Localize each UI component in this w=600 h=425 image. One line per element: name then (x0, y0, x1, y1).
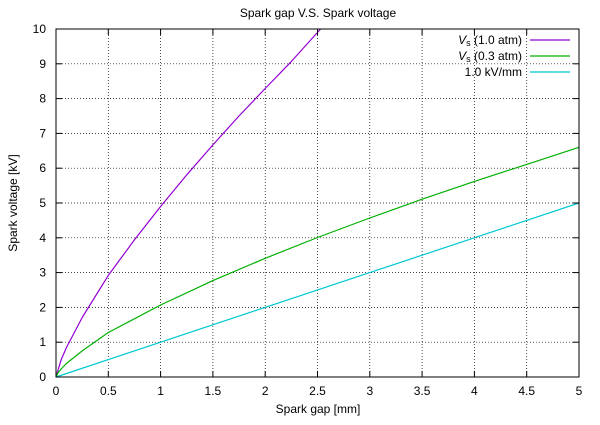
y-tick-label: 5 (39, 196, 46, 210)
x-tick-label: 2 (262, 384, 269, 398)
series-line (55, 146, 580, 378)
legend-label-sub: s (466, 38, 471, 48)
chart-title: Spark gap V.S. Spark voltage (240, 6, 397, 20)
series-line (55, 28, 322, 378)
legend-label: Vs (1.0 atm) (458, 33, 522, 48)
x-tick-label: 0 (53, 384, 60, 398)
y-tick-label: 1 (39, 335, 46, 349)
legend-label-rest: (0.3 atm) (471, 49, 522, 63)
x-tick-label: 4.5 (518, 384, 535, 398)
y-tick-label: 8 (39, 92, 46, 106)
legend: Vs (1.0 atm)Vs (0.3 atm)1.0 kV/mm (458, 33, 570, 79)
x-axis-label: Spark gap [mm] (276, 402, 361, 416)
y-axis-label: Spark voltage [kV] (6, 154, 20, 251)
y-tick-label: 0 (39, 370, 46, 384)
series-line (55, 202, 580, 378)
legend-label-sub: s (466, 54, 471, 64)
y-tick-label: 6 (39, 161, 46, 175)
legend-label-rest: (1.0 atm) (471, 33, 522, 47)
x-tick-label: 5 (576, 384, 583, 398)
y-tick-label: 2 (39, 300, 46, 314)
x-tick-label: 2.5 (309, 384, 326, 398)
x-tick-label: 0.5 (100, 384, 117, 398)
ticks: 0 0.5 1 1.5 2 2.5 3 3.5 4 4.5 5 0 1 2 3 4 5 6 7 8 9 10 (33, 22, 583, 398)
x-tick-label: 1 (157, 384, 164, 398)
x-tick-label: 4 (471, 384, 478, 398)
y-tick-label: 7 (39, 126, 46, 140)
y-tick-label: 4 (39, 231, 46, 245)
legend-label: Vs (0.3 atm) (458, 49, 522, 64)
legend-label-main: V (458, 49, 467, 63)
x-tick-label: 3 (366, 384, 373, 398)
x-tick-label: 1.5 (205, 384, 222, 398)
y-tick-label: 3 (39, 266, 46, 280)
legend-label-main: 1.0 kV/mm (465, 65, 522, 79)
y-tick-label: 10 (33, 22, 47, 36)
series-lines (55, 28, 580, 378)
x-tick-label: 3.5 (414, 384, 431, 398)
legend-label-main: V (458, 33, 467, 47)
legend-label: 1.0 kV/mm (465, 65, 522, 79)
grid (56, 29, 579, 377)
y-tick-label: 9 (39, 57, 46, 71)
